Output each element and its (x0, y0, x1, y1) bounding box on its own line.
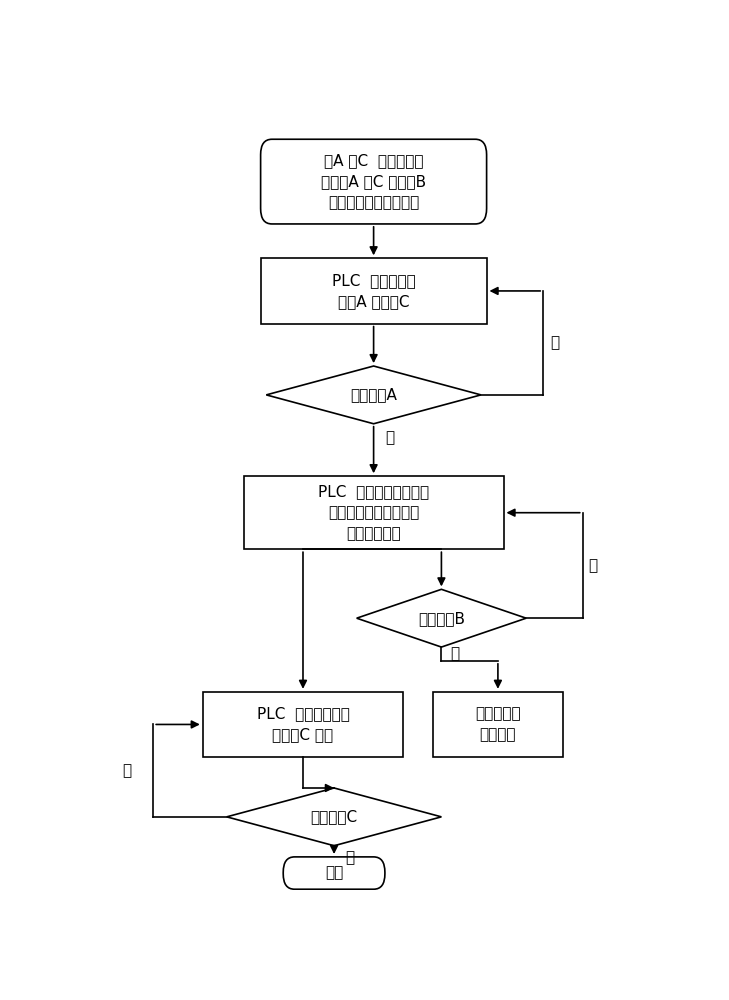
Text: PLC  高速计数器开始对
伺服电机编码器输出的
信号进行计数: PLC 高速计数器开始对 伺服电机编码器输出的 信号进行计数 (318, 484, 429, 541)
Text: 是否到込C: 是否到込C (311, 809, 358, 824)
Text: PLC  控制伺服电机
继续向C 运动: PLC 控制伺服电机 继续向C 运动 (257, 706, 349, 742)
Bar (243, 476, 504, 549)
Text: 是: 是 (450, 646, 459, 661)
FancyBboxPatch shape (283, 857, 385, 889)
Text: 是否到込A: 是否到込A (350, 387, 397, 402)
Bar (203, 692, 403, 757)
Text: 是: 是 (385, 430, 394, 445)
Text: 否: 否 (122, 763, 131, 778)
Polygon shape (227, 788, 442, 846)
Text: 是否到込B: 是否到込B (418, 611, 465, 626)
FancyBboxPatch shape (261, 139, 487, 224)
Bar (261, 258, 486, 324)
Text: 是: 是 (346, 850, 354, 865)
Text: 否: 否 (588, 558, 598, 573)
Bar (433, 692, 563, 757)
Text: 否: 否 (550, 335, 559, 350)
Text: 对激光做相
应的改变: 对激光做相 应的改变 (475, 706, 521, 742)
Text: 完成: 完成 (325, 866, 343, 881)
Text: 从A 至C  的切割过程
中，在A 与C 之间的B
点对激光做相应的改变: 从A 至C 的切割过程 中，在A 与C 之间的B 点对激光做相应的改变 (321, 153, 426, 210)
Text: PLC  控制伺服电
机由A 运动到C: PLC 控制伺服电 机由A 运动到C (332, 273, 416, 309)
Polygon shape (356, 589, 526, 647)
Polygon shape (266, 366, 481, 424)
